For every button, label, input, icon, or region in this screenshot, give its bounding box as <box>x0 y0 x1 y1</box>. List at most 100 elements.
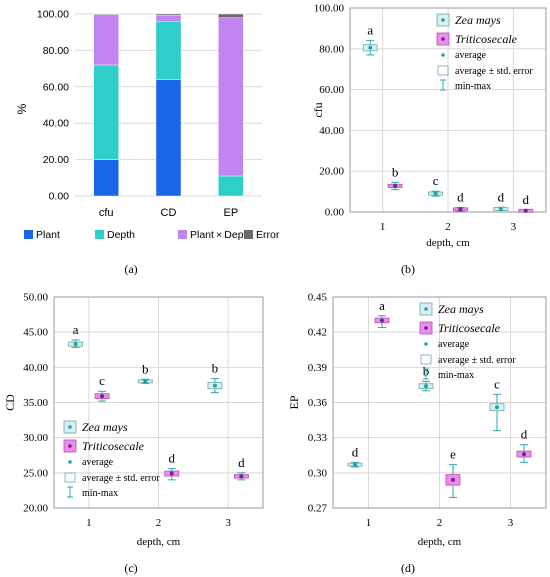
plot-frame <box>349 7 547 213</box>
y-axis-label: cfu <box>311 102 325 117</box>
bar-segment <box>93 64 119 160</box>
y-tick-label: 100.00 <box>37 9 69 21</box>
mean-point <box>239 474 244 479</box>
panel-label-a: (a) <box>124 262 137 276</box>
y-tick-label: 35.00 <box>23 397 48 409</box>
significance-letter: d <box>352 444 359 459</box>
x-tick-label: EP <box>223 207 238 219</box>
plot-frame <box>332 296 547 509</box>
mean-point <box>393 183 398 188</box>
bar-segment <box>93 159 119 197</box>
bar-segment <box>155 15 182 22</box>
bar-segment <box>155 21 182 80</box>
x-tick-label: cfu <box>99 207 114 219</box>
mean-point <box>379 318 384 323</box>
legend-swatch-dot <box>441 37 445 41</box>
legend-swatch <box>95 230 104 239</box>
x-tick-label: CD <box>161 207 177 219</box>
y-tick-label: 25.00 <box>23 467 48 479</box>
x-tick-label: 2 <box>156 517 162 529</box>
legend-label: Plant <box>36 229 60 241</box>
significance-letter: a <box>73 322 79 337</box>
legend-label: min-max <box>455 81 491 92</box>
legend-label: Zea mays <box>455 13 501 27</box>
panel-a: 0.00 20.00 40.00 60.00 80.00 100.00% cfu CD EP Pl… <box>15 9 280 242</box>
mean-point <box>498 206 503 211</box>
legend-swatch <box>420 354 432 365</box>
x-tick-label: 3 <box>511 221 517 233</box>
panel-c: 20.00 25.00 30.00 35.00 40.00 45.00 50.00 1 2 3 de… <box>3 292 264 548</box>
bar-segment <box>218 13 244 18</box>
plot-frame <box>53 296 264 509</box>
legend-label: average <box>438 339 470 350</box>
significance-letter: d <box>238 455 245 470</box>
legend-label: Depth <box>107 229 135 241</box>
x-axis-label: depth, cm <box>426 237 470 249</box>
panel-d: 0.27 0.30 0.33 0.36 0.39 0.42 0.45 1 2 3 depth, cm… <box>287 292 547 548</box>
y-axis-label: EP <box>287 395 301 409</box>
mean-point <box>433 191 438 196</box>
bar-segment <box>155 79 182 197</box>
significance-letter: e <box>450 447 456 462</box>
significance-letter: b <box>392 164 399 179</box>
x-tick-label: 1 <box>86 517 92 529</box>
y-axis-label: % <box>15 103 29 114</box>
mean-point <box>521 452 526 457</box>
significance-letter: c <box>494 376 500 391</box>
legend-label: min-max <box>438 370 474 381</box>
y-tick-label: 0.00 <box>325 207 345 219</box>
y-tick-label: 60.00 <box>319 84 344 96</box>
bar-segment <box>93 14 119 66</box>
y-tick-label: 45.00 <box>23 327 48 339</box>
y-tick-label: 50.00 <box>23 292 48 304</box>
y-tick-label: 0.42 <box>308 327 327 339</box>
panel-label-d: (d) <box>401 561 415 575</box>
legend-label: average <box>82 457 114 468</box>
y-tick-label: 60.00 <box>43 81 69 93</box>
legend-swatch <box>244 230 253 239</box>
mean-point <box>353 462 358 467</box>
legend-swatch-dot <box>424 326 428 330</box>
y-tick-label: 0.33 <box>308 432 328 444</box>
mean-point <box>458 207 463 212</box>
y-tick-label: 40.00 <box>43 118 69 130</box>
legend-label: min-max <box>82 488 118 499</box>
panel-b: 0.00 20.00 40.00 60.00 80.00 100.00 1 2 3 depth, … <box>311 3 547 249</box>
significance-letter: d <box>498 189 505 204</box>
significance-letter: c <box>433 173 439 188</box>
significance-letter: b <box>212 361 219 376</box>
y-tick-label: 20.00 <box>319 166 344 178</box>
legend-label: Triticosecale <box>438 321 501 335</box>
x-tick-label: 2 <box>445 221 451 233</box>
significance-letter: d <box>521 427 528 442</box>
significance-letter: c <box>99 373 105 388</box>
y-tick-label: 0.30 <box>308 467 328 479</box>
mean-point <box>73 342 78 347</box>
y-tick-label: 0.39 <box>308 362 328 374</box>
x-tick-label: 2 <box>437 517 443 529</box>
legend-swatch <box>24 230 33 239</box>
legend-swatch-dot <box>441 53 445 57</box>
significance-letter: d <box>522 192 529 207</box>
legend-label: average ± std. error <box>455 66 533 77</box>
mean-point <box>495 405 500 410</box>
y-tick-label: 0.36 <box>308 397 328 409</box>
mean-point <box>368 45 373 50</box>
legend-label: Triticosecale <box>455 32 518 46</box>
y-tick-label: 40.00 <box>319 125 344 137</box>
x-tick-label: 1 <box>380 221 386 233</box>
panel-label-b: (b) <box>401 262 415 276</box>
y-tick-label: 100.00 <box>314 3 345 15</box>
panel-label-c: (c) <box>124 561 137 575</box>
significance-letter: a <box>379 298 385 313</box>
y-tick-label: 20.00 <box>43 154 69 166</box>
mean-point <box>100 394 105 399</box>
x-tick-label: 3 <box>508 517 514 529</box>
legend-label: average <box>455 50 487 61</box>
bar-segment <box>155 13 182 16</box>
legend-swatch <box>64 472 76 483</box>
significance-letter: d <box>457 190 464 205</box>
legend-label: average ± std. error <box>82 473 160 484</box>
y-tick-label: 0.00 <box>49 191 70 203</box>
